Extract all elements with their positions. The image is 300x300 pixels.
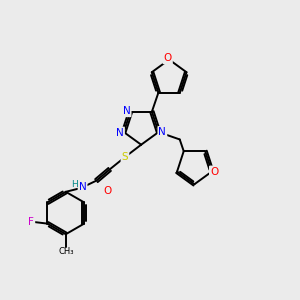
Text: N: N: [158, 127, 166, 137]
Text: CH₃: CH₃: [58, 247, 74, 256]
Text: O: O: [104, 186, 112, 196]
Text: O: O: [210, 167, 218, 177]
Text: O: O: [164, 53, 172, 63]
Text: F: F: [28, 217, 34, 227]
Text: N: N: [116, 128, 124, 138]
Text: N: N: [123, 106, 130, 116]
Text: N: N: [79, 182, 86, 192]
Text: H: H: [71, 180, 77, 189]
Text: S: S: [122, 152, 128, 162]
